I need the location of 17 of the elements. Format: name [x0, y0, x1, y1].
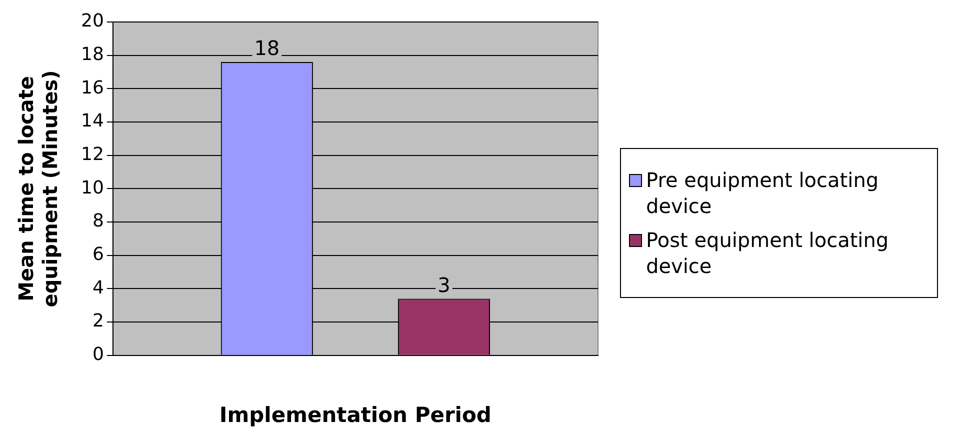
data-label: 3 — [438, 272, 450, 297]
y-tick-label: 10 — [81, 177, 104, 198]
y-tick-label: 0 — [92, 344, 104, 366]
y-tick-label: 4 — [92, 277, 104, 298]
y-tick-label: 14 — [81, 110, 104, 132]
y-tick-label: 8 — [92, 210, 104, 232]
y-tick-label: 20 — [81, 10, 104, 32]
legend-label: Post equipment locating device — [646, 226, 890, 278]
y-tick-label: 12 — [81, 144, 104, 166]
y-tick-label: 6 — [92, 244, 104, 266]
y-tick-label: 16 — [81, 77, 104, 98]
legend-label: Pre equipment locating device — [646, 166, 880, 218]
y-tick-label: 18 — [81, 44, 104, 66]
y-tick-label: 2 — [92, 310, 104, 332]
data-label: 18 — [254, 36, 280, 60]
y-axis-title: Mean time to locate equipment (Minutes) — [14, 70, 62, 308]
x-axis-title: Implementation Period — [219, 402, 492, 427]
